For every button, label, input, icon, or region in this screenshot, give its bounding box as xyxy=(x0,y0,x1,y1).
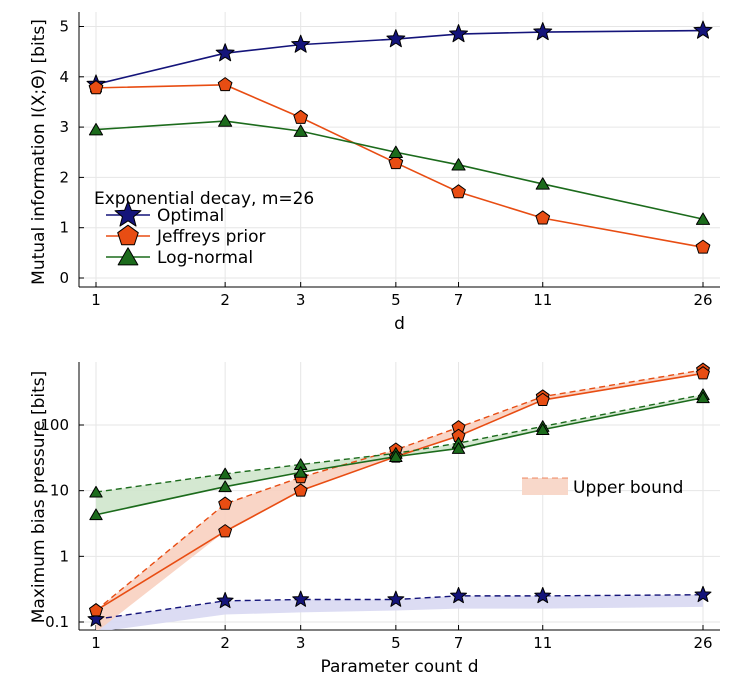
series-jeffreys-prior xyxy=(88,77,711,254)
x-tick-label: 11 xyxy=(533,291,552,309)
x-tick-label: 1 xyxy=(91,291,101,309)
bound-band xyxy=(96,594,703,630)
legend-swatch-band xyxy=(522,478,568,495)
data-point xyxy=(217,77,233,92)
y-tick-label: 0.1 xyxy=(45,613,69,631)
y-tick-label: 0 xyxy=(59,269,69,287)
data-point xyxy=(535,392,550,406)
data-point xyxy=(693,20,713,39)
data-point xyxy=(215,43,235,62)
x-tick-label: 3 xyxy=(296,291,306,309)
y-tick-label: 4 xyxy=(59,68,69,86)
y-axis-label: Mutual information I(X;Θ) [bits] xyxy=(29,19,49,285)
data-point xyxy=(87,610,105,627)
data-point xyxy=(293,124,308,137)
x-tick-label: 3 xyxy=(296,634,306,652)
x-tick-label: 11 xyxy=(533,634,552,652)
data-point xyxy=(218,480,232,493)
data-point xyxy=(388,145,403,158)
legend-marker-pentagon xyxy=(117,224,139,246)
data-point xyxy=(292,590,310,607)
data-point xyxy=(451,442,466,454)
data-point xyxy=(387,590,405,607)
data-point xyxy=(534,586,552,604)
data-point xyxy=(89,603,103,617)
legend-marker-triangle xyxy=(117,247,139,266)
y-tick-label: 1 xyxy=(59,547,69,565)
data-point xyxy=(533,22,553,41)
data-point xyxy=(389,450,403,463)
legend-title: Exponential decay, m=26 xyxy=(94,189,314,209)
data-point xyxy=(88,80,104,95)
data-point xyxy=(696,391,710,404)
y-tick-label: 1 xyxy=(59,219,69,237)
data-point xyxy=(218,114,233,127)
y-tick-label: 10 xyxy=(50,482,69,500)
data-point xyxy=(696,366,710,380)
data-point xyxy=(386,29,406,48)
data-point xyxy=(291,34,311,53)
x-tick-label: 7 xyxy=(454,634,464,652)
data-point xyxy=(694,585,712,603)
data-point xyxy=(293,109,309,124)
data-point xyxy=(88,122,104,136)
legend-label: Log-normal xyxy=(157,248,253,268)
data-point xyxy=(451,158,466,171)
x-tick-label: 2 xyxy=(220,634,230,652)
series-log-normal xyxy=(89,388,710,521)
series-optimal xyxy=(86,20,713,93)
x-axis-label: Parameter count d xyxy=(320,657,478,677)
legend: Upper bound xyxy=(522,477,683,498)
upper-bound-point xyxy=(218,467,232,480)
series-log-normal xyxy=(88,114,711,225)
y-tick-label: 3 xyxy=(59,118,69,136)
y-tick-label: 100 xyxy=(40,416,69,434)
legend-label: Optimal xyxy=(157,206,224,226)
y-tick-label: 5 xyxy=(59,18,69,36)
bound-band xyxy=(96,369,703,630)
data-point xyxy=(695,239,711,254)
bias-pressure-panel: 1 2 3 5 7 11 26 0.1 1 10 100 Parameter count d Maxim… xyxy=(29,362,720,677)
data-point xyxy=(695,212,711,225)
data-point xyxy=(451,184,466,199)
data-point xyxy=(536,423,550,436)
plot-area xyxy=(87,362,712,630)
data-point xyxy=(294,466,308,478)
gridlines xyxy=(79,12,720,287)
x-tick-label: 5 xyxy=(391,291,401,309)
data-point xyxy=(450,586,468,604)
data-point xyxy=(218,524,233,538)
upper-bound-point xyxy=(89,485,103,498)
data-point xyxy=(449,24,469,43)
legend-label: Upper bound xyxy=(573,478,683,498)
x-tick-label: 1 xyxy=(91,634,101,652)
legend-label: Jeffreys prior xyxy=(156,227,265,247)
data-point xyxy=(216,591,234,609)
data-point xyxy=(388,155,404,170)
upper-bound-point xyxy=(218,496,233,510)
x-tick-label: 7 xyxy=(454,291,464,309)
data-point xyxy=(89,508,103,521)
x-tick-label: 2 xyxy=(220,291,230,309)
mutual-information-panel: 1 2 3 5 7 11 26 0 1 2 3 4 5 d Mutual information I(X;Θ… xyxy=(29,12,720,334)
x-tick-label: 26 xyxy=(693,634,712,652)
data-point xyxy=(535,177,550,190)
data-point xyxy=(293,483,308,497)
series-optimal xyxy=(87,585,712,627)
legend-marker-star xyxy=(114,200,142,227)
y-tick-label: 2 xyxy=(59,168,69,186)
x-tick-label: 26 xyxy=(693,291,712,309)
y-axis-label: Maximum bias pressure [bits] xyxy=(29,371,49,624)
data-point xyxy=(535,210,551,225)
x-tick-label: 5 xyxy=(391,634,401,652)
x-axis-label: d xyxy=(394,314,405,334)
